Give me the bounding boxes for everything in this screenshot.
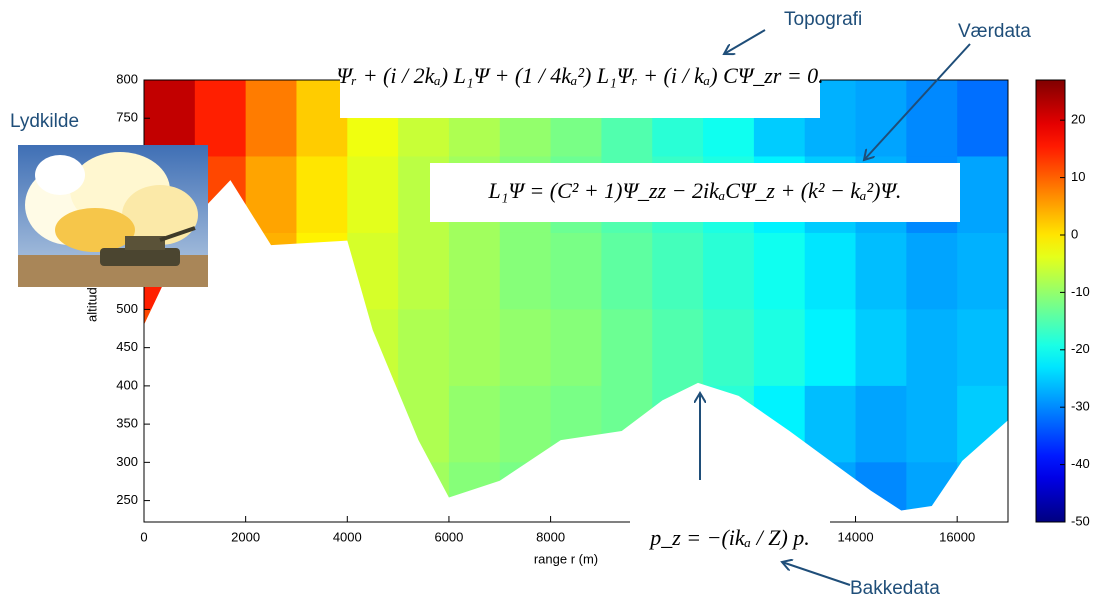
y-tick-label: 450 [116, 339, 138, 354]
field-cell [805, 233, 856, 310]
slide: 0200040006000800010000120001400016000250… [0, 0, 1097, 603]
field-cell [246, 80, 297, 157]
x-tick-label: 2000 [231, 529, 260, 544]
field-cell [957, 309, 1008, 386]
equation: Ψᵣ + (i / 2kₐ) L₁Ψ + (1 / 4kₐ²) L₁Ψᵣ + (… [336, 63, 823, 88]
y-tick-label: 300 [116, 454, 138, 469]
field-cell [906, 386, 957, 463]
field-cell [754, 233, 805, 310]
plot: 0200040006000800010000120001400016000250… [84, 71, 1089, 566]
equation: p_z = −(ikₐ / Z) p. [648, 525, 810, 550]
field-cell [449, 233, 500, 310]
field-cell [449, 309, 500, 386]
source-label: Lydkilde [10, 111, 79, 132]
field-cell [703, 233, 754, 310]
field-cell [551, 309, 602, 386]
y-tick-label: 400 [116, 377, 138, 392]
x-tick-label: 14000 [837, 529, 873, 544]
colorbar-tick-label: 0 [1071, 226, 1078, 241]
field-cell [296, 156, 347, 233]
field-cell [601, 309, 652, 386]
field-cell [856, 233, 907, 310]
field-cell [652, 233, 703, 310]
field-cell [754, 309, 805, 386]
x-tick-label: 16000 [939, 529, 975, 544]
y-tick-label: 800 [116, 71, 138, 86]
topography-label: Topografi [784, 9, 862, 30]
field-cell [906, 233, 957, 310]
field-cell [703, 309, 754, 386]
y-tick-label: 250 [116, 492, 138, 507]
field-cell [957, 80, 1008, 157]
x-axis-label: range r (m) [534, 551, 598, 566]
field-cell [347, 156, 398, 233]
x-tick-label: 6000 [434, 529, 463, 544]
colorbar-tick-label: -20 [1071, 341, 1090, 356]
colorbar-tick-label: -30 [1071, 399, 1090, 414]
y-tick-label: 500 [116, 301, 138, 316]
field-cell [856, 80, 907, 157]
field-cell [551, 233, 602, 310]
x-tick-label: 4000 [333, 529, 362, 544]
x-tick-label: 0 [140, 529, 147, 544]
field-cell [856, 386, 907, 463]
field-cell [500, 233, 551, 310]
colorbar-tick-label: -40 [1071, 456, 1090, 471]
colorbar-tick-label: 10 [1071, 169, 1085, 184]
equation: L₁Ψ = (C² + 1)Ψ_zz − 2ikₐCΨ_z + (k² − kₐ… [488, 178, 902, 203]
colorbar-tick-label: -50 [1071, 513, 1090, 528]
y-tick-label: 750 [116, 110, 138, 125]
colorbar-tick-label: -10 [1071, 284, 1090, 299]
field-cell [500, 386, 551, 463]
field-cell [398, 233, 449, 310]
field-cell [500, 309, 551, 386]
field-cell [805, 309, 856, 386]
field-cell [652, 309, 703, 386]
field-cell [906, 309, 957, 386]
field-cell [957, 156, 1008, 233]
colorbar [1036, 80, 1065, 522]
colorbar-tick-label: 20 [1071, 112, 1085, 127]
ground-label: Bakkedata [850, 578, 940, 599]
field-cell [449, 386, 500, 463]
weather-label: Værdata [958, 21, 1031, 42]
field-cell [906, 80, 957, 157]
field [144, 80, 1009, 523]
x-tick-label: 8000 [536, 529, 565, 544]
source-photo [18, 145, 208, 287]
field-cell [856, 309, 907, 386]
field-cell [398, 309, 449, 386]
field-cell [957, 233, 1008, 310]
y-tick-label: 350 [116, 416, 138, 431]
field-cell [601, 233, 652, 310]
